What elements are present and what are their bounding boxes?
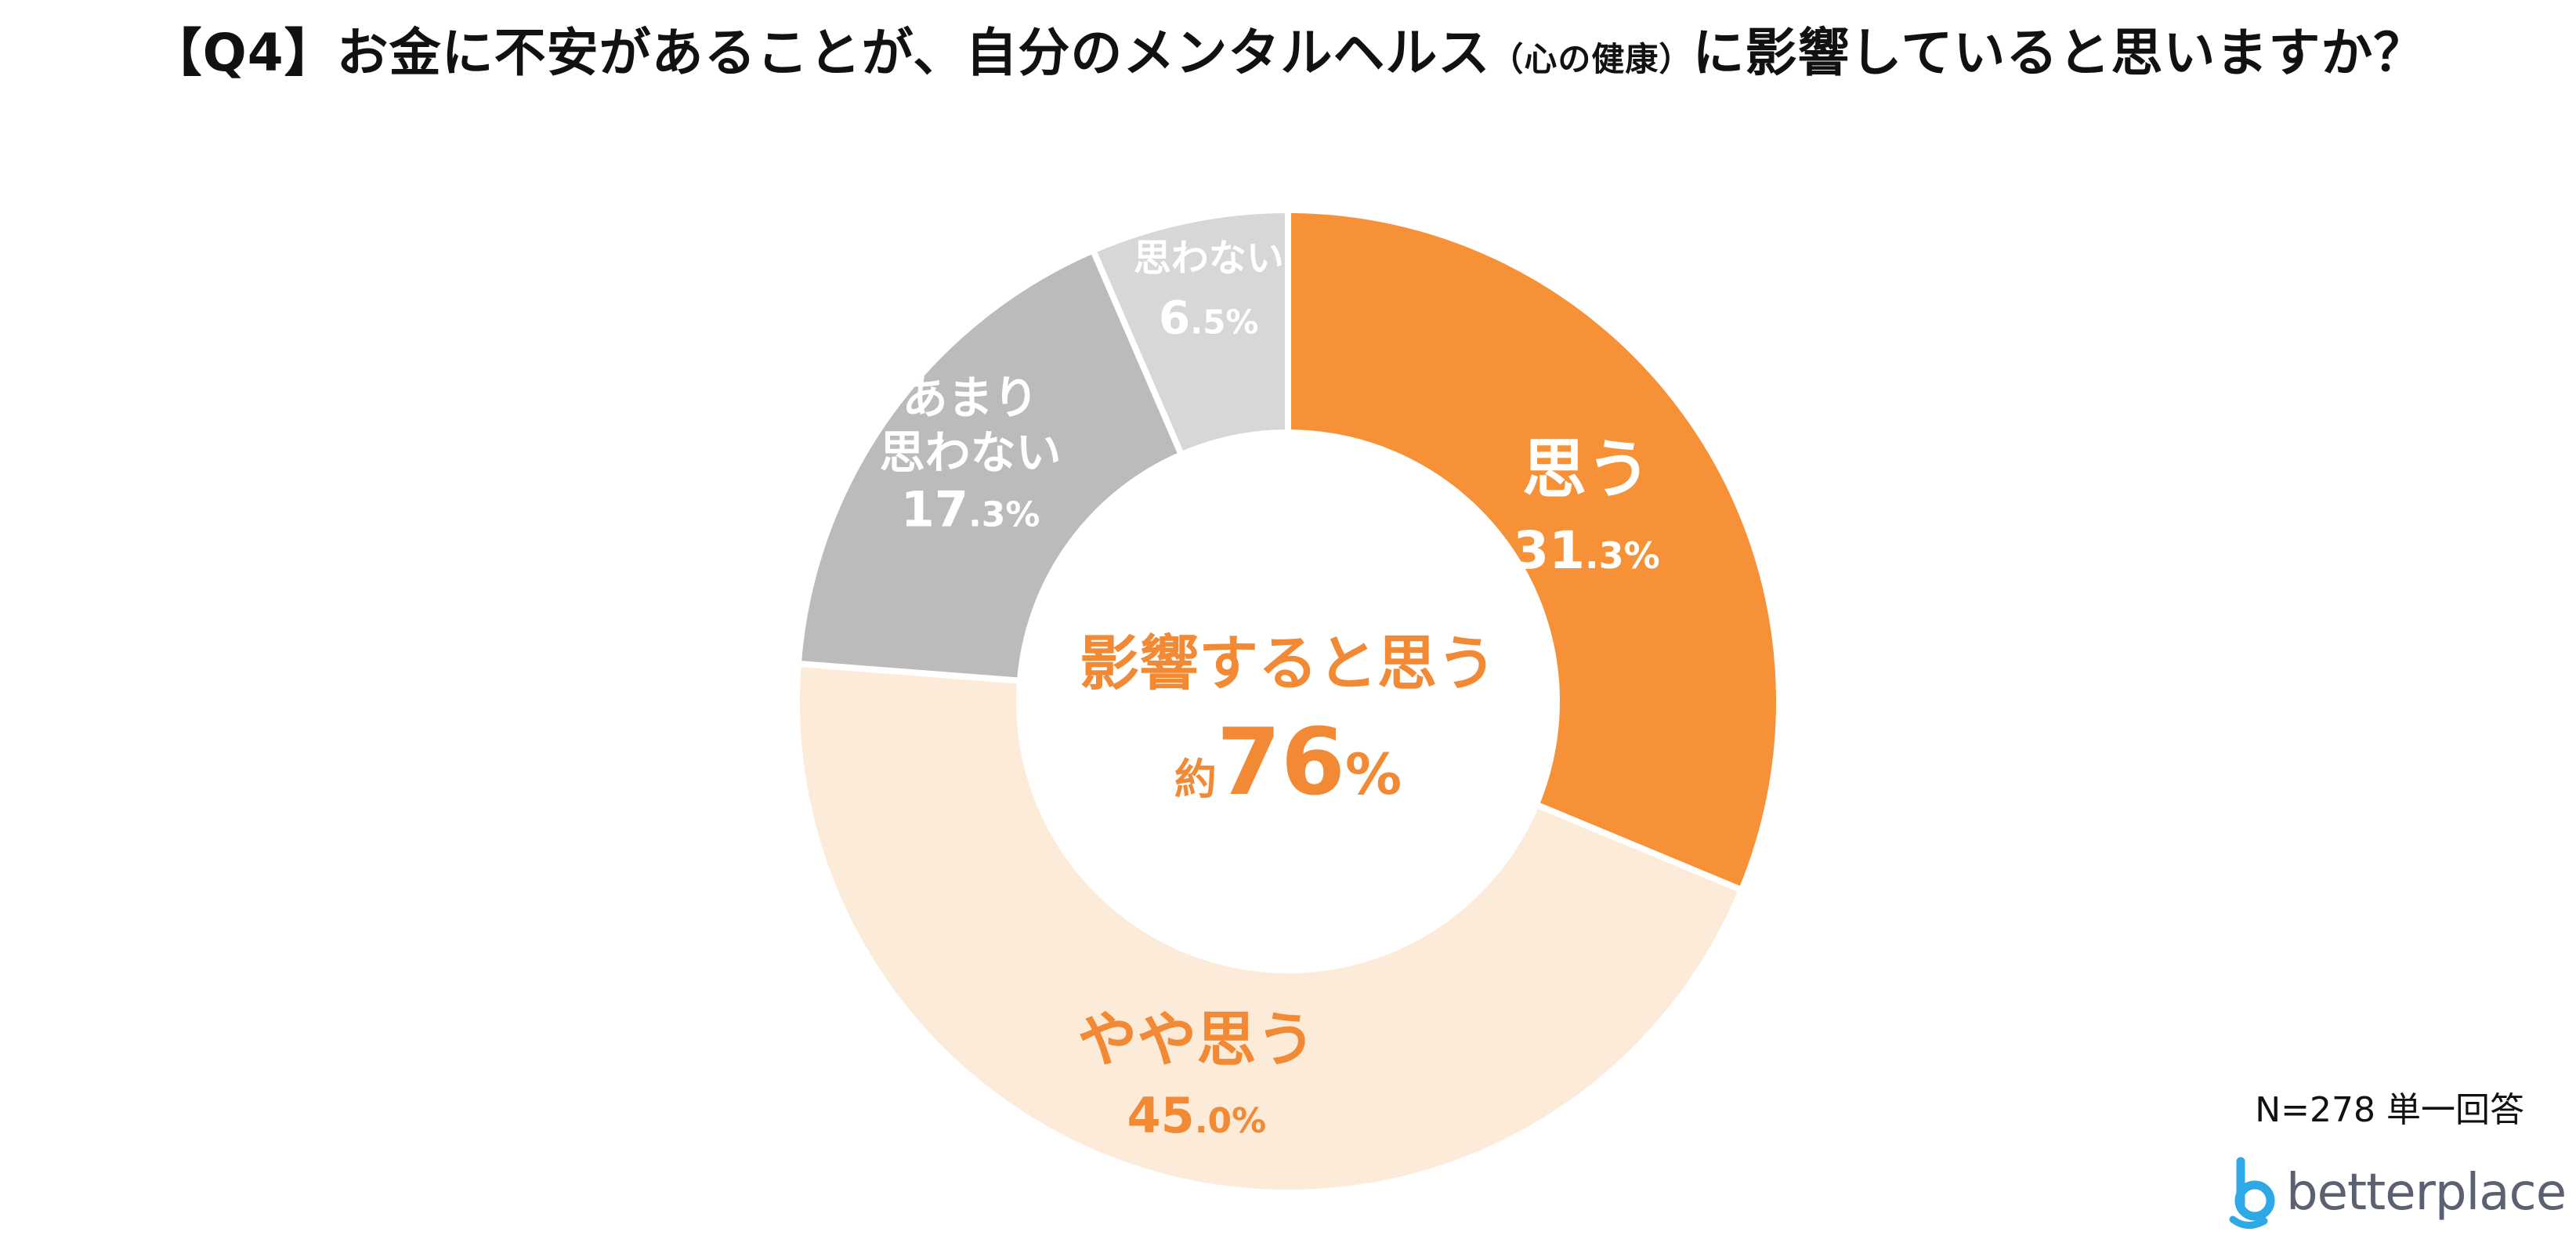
- value-label-omowanai: 6.5%: [1159, 291, 1259, 344]
- value-label-amari-omowanai: 17.3%: [901, 480, 1040, 538]
- category-label-omou: 思う: [1522, 433, 1651, 507]
- betterplace-logo-text: betterplace: [2286, 1164, 2567, 1222]
- value-label-omou: 31.3%: [1513, 520, 1659, 581]
- slice-omowanai: [1088, 206, 1291, 459]
- slice-amari-omowanai: [794, 246, 1186, 684]
- chart-title: 【Q4】お金に不安があることが、自分のメンタルヘルス（心の健康）に影響していると…: [0, 11, 2576, 86]
- category-label-yaya-omou: やや思う: [1077, 1005, 1315, 1074]
- slice-omou: [1285, 206, 1782, 894]
- slice-label-omowanai: 思わない 6.5%: [1134, 236, 1284, 344]
- category-label-amari-omowanai-line2: 思わない: [880, 426, 1062, 479]
- value-label-yaya-omou: 45.0%: [1127, 1087, 1267, 1144]
- slice-label-omou: 思う 31.3%: [1513, 433, 1659, 581]
- slice-label-yaya-omou: やや思う 45.0%: [1077, 1005, 1315, 1144]
- title-tail: に影響していると思いますか？: [1692, 23, 2426, 83]
- sample-note: N=278 単一回答: [2255, 1090, 2524, 1130]
- center-label-title: 影響すると思う: [1080, 629, 1496, 698]
- title-main: 【Q4】お金に不安があることが、自分のメンタルヘルス: [150, 23, 1491, 83]
- betterplace-logo: betterplace: [2223, 1154, 2567, 1232]
- center-label-value: 約76%: [1174, 708, 1402, 816]
- category-label-amari-omowanai-line1: あまり: [903, 371, 1039, 425]
- slice-yaya-omou: [794, 660, 1746, 1196]
- title-small: （心の健康）: [1490, 40, 1693, 78]
- betterplace-logo-icon: [2229, 1157, 2275, 1229]
- category-label-omowanai: 思わない: [1134, 236, 1284, 280]
